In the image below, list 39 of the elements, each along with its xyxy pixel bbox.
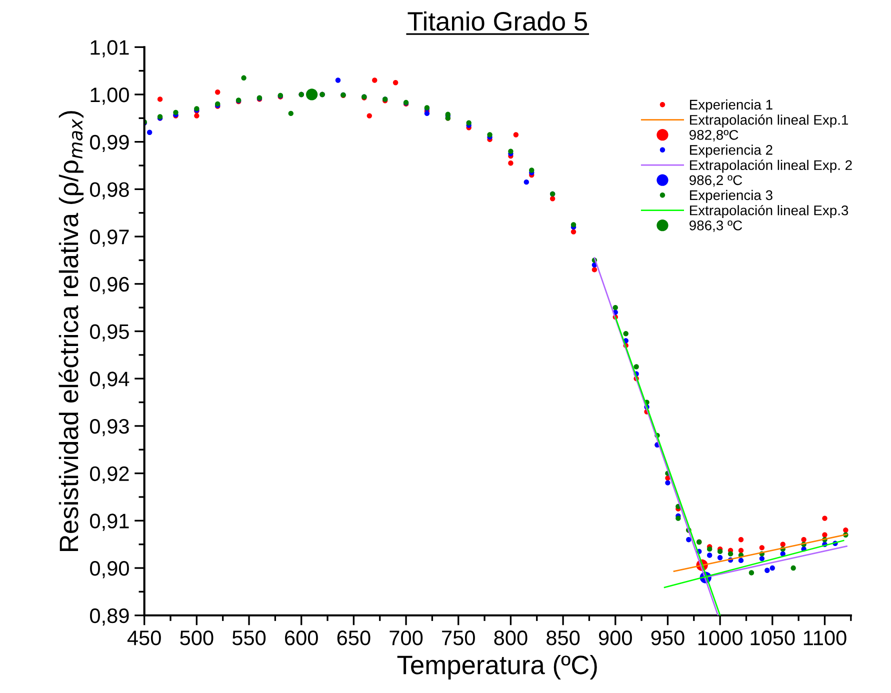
x-tick-label: 750 [442,630,475,646]
x-tick-label: 450 [127,630,161,646]
x-tick-label: 550 [232,630,266,646]
y-tick-label: 0,95 [90,324,129,342]
y-tick-label: 0,96 [90,276,129,294]
x-tick-label: 850 [546,630,580,646]
legend-label: Experiencia 1 [690,99,772,112]
legend-label: 986,3 ºC [690,220,742,232]
y-axis-title: Resistividad eléctrica relativa (ρ/ρ$_{max}$) [58,111,84,552]
y-tick-label: 0,92 [90,466,129,484]
x-tick-label: 1050 [750,630,795,646]
legend-label: Extrapolación lineal Exp.3 [690,204,848,218]
legend-label: Experiencia 3 [690,190,772,203]
x-tick-label: 500 [180,630,214,646]
y-tick-label: 0,91 [90,514,129,531]
x-tick-label: 900 [598,630,632,646]
y-tick-label: 0,89 [90,608,129,626]
y-tick-label: 1,00 [90,87,129,105]
x-tick-label: 1100 [804,630,846,646]
legend-label: Experiencia 2 [690,144,772,158]
x-axis-title: Temperatura (ºC) [397,654,597,680]
legend-label: 986,2 ºC [690,175,742,187]
legend-label: Extrapolación lineal Exp. 2 [690,160,852,173]
chart-title: Titanio Grado 5 [408,11,587,31]
y-tick-label: 0,99 [90,134,129,152]
x-tick-label: 1000 [698,630,742,646]
x-tick-label: 800 [494,630,528,646]
y-tick-label: 0,97 [90,230,129,247]
legend-label: 982,8ºC [690,130,738,142]
x-tick-label: 700 [390,630,423,646]
x-tick-label: 950 [651,630,684,646]
y-tick-label: 0,98 [90,182,129,200]
y-tick-label: 0,93 [90,418,129,436]
y-tick-label: 0,94 [90,372,130,389]
y-tick-label: 0,90 [90,561,129,578]
x-tick-label: 600 [285,630,318,646]
legend-label: Extrapolación lineal Exp.1 [690,114,848,128]
x-tick-label: 650 [337,630,370,646]
y-tick-label: 1,01 [90,40,129,58]
